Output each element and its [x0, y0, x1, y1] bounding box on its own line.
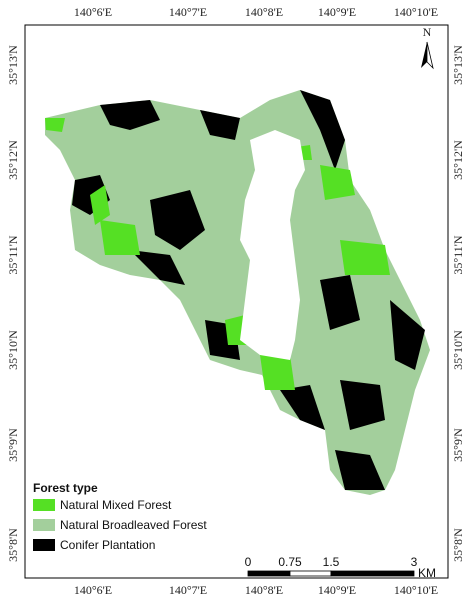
conifer-patch [200, 110, 240, 140]
x-coord-label: 140°8'E [245, 583, 283, 597]
legend-swatch [33, 539, 55, 551]
x-coord-label: 140°8'E [245, 5, 283, 19]
x-coord-label: 140°7'E [169, 583, 207, 597]
conifer-patch [150, 190, 205, 250]
y-coord-label: 35°12'N [451, 140, 465, 180]
conifer-patch [130, 250, 185, 285]
arrow-half [426, 41, 434, 70]
conifer-patch [280, 385, 325, 430]
scale-segment [247, 570, 291, 577]
x-coord-label: 140°7'E [169, 5, 207, 19]
mixed-patch [340, 240, 390, 275]
scale-label: 3 [411, 555, 418, 569]
y-coord-label: 35°10'N [451, 330, 465, 370]
conifer-patch [100, 100, 160, 130]
legend-swatch [33, 499, 55, 511]
scale-label: 0.75 [278, 555, 302, 569]
mixed-patch [260, 355, 295, 390]
legend-swatch [33, 519, 55, 531]
y-coord-label: 35°9'N [6, 428, 20, 462]
north-arrow: N [421, 25, 434, 70]
x-coord-label: 140°10'E [394, 5, 438, 19]
y-coord-label: 35°11'N [6, 235, 20, 275]
conifer-patch [340, 380, 385, 430]
legend-label: Conifer Plantation [60, 538, 155, 552]
scale-unit: KM [418, 566, 436, 580]
y-coord-label: 35°8'N [451, 528, 465, 562]
x-coord-label: 140°10'E [394, 583, 438, 597]
conifer-patch [335, 450, 385, 490]
x-coord-label: 140°9'E [318, 5, 356, 19]
y-coord-label: 35°8'N [6, 528, 20, 562]
mixed-patch [100, 220, 140, 255]
x-coord-label: 140°6'E [74, 5, 112, 19]
conifer-patch [390, 300, 425, 370]
y-coord-label: 35°9'N [451, 428, 465, 462]
scale-segment [330, 570, 415, 577]
conifer-patch [320, 275, 360, 330]
legend-box [28, 476, 246, 576]
y-coord-label: 35°12'N [6, 140, 20, 180]
x-coord-label: 140°9'E [318, 583, 356, 597]
y-coord-label: 35°11'N [451, 235, 465, 275]
conifer-patch [300, 90, 345, 170]
scale-label: 1.5 [323, 555, 340, 569]
mixed-patch [45, 118, 65, 132]
forest-region [45, 90, 430, 495]
arrow-half [421, 42, 427, 68]
y-coord-label: 35°10'N [6, 330, 20, 370]
scale-label: 0 [245, 555, 252, 569]
non-forest-area [240, 130, 305, 360]
mixed-patch [90, 185, 110, 225]
legend-label: Natural Broadleaved Forest [60, 518, 207, 532]
y-coord-label: 35°13'N [6, 45, 20, 85]
legend-title: Forest type [33, 481, 98, 495]
scale-segment [289, 570, 332, 577]
legend-label: Natural Mixed Forest [60, 498, 172, 512]
mixed-patch [320, 165, 355, 200]
y-coord-label: 35°13'N [451, 45, 465, 85]
x-coord-label: 140°6'E [74, 583, 112, 597]
north-label: N [423, 25, 432, 39]
